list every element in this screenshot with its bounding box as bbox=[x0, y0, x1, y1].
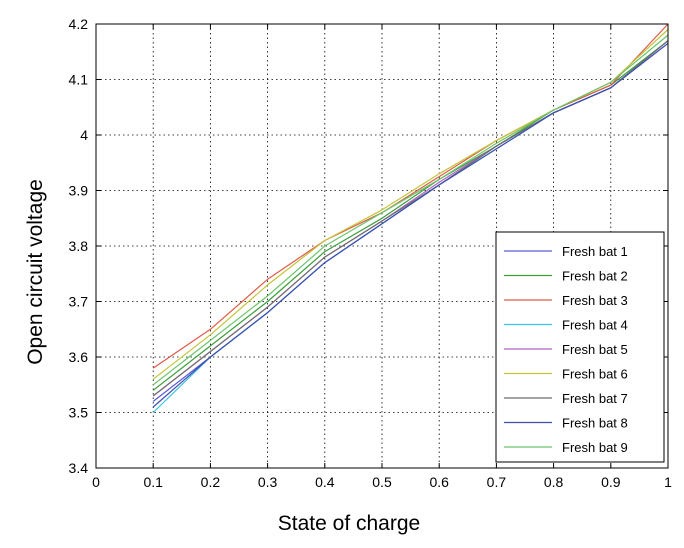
y-tick-label: 4 bbox=[80, 127, 88, 143]
legend-label: Fresh bat 8 bbox=[562, 416, 628, 431]
legend-label: Fresh bat 9 bbox=[562, 440, 628, 455]
x-tick-label: 0.7 bbox=[487, 474, 507, 490]
y-tick-label: 4.2 bbox=[69, 16, 89, 32]
y-tick-label: 3.4 bbox=[69, 460, 89, 476]
y-tick-label: 3.9 bbox=[69, 183, 89, 199]
legend-label: Fresh bat 5 bbox=[562, 342, 628, 357]
series-line-8 bbox=[152, 42, 669, 408]
x-tick-label: 0.5 bbox=[372, 474, 392, 490]
legend-label: Fresh bat 2 bbox=[562, 269, 628, 284]
legend-label: Fresh bat 7 bbox=[562, 391, 628, 406]
x-axis-title: State of charge bbox=[278, 512, 420, 535]
x-tick-label: 0.1 bbox=[143, 474, 163, 490]
series-line-3 bbox=[152, 23, 669, 369]
legend: Fresh bat 1 Fresh bat 2 Fresh bat 3 Fresh b… bbox=[495, 231, 665, 463]
x-tick-label: 0.3 bbox=[258, 474, 278, 490]
legend-label: Fresh bat 3 bbox=[562, 293, 628, 308]
y-tick-label: 3.6 bbox=[69, 349, 89, 365]
x-tick-label: 0.9 bbox=[601, 474, 621, 490]
y-tick-label: 3.8 bbox=[69, 238, 89, 254]
legend-label: Fresh bat 4 bbox=[562, 318, 628, 333]
series-line-9 bbox=[152, 34, 669, 386]
x-tick-label: 0.4 bbox=[315, 474, 335, 490]
y-tick-label: 3.5 bbox=[69, 405, 89, 421]
x-tick-label: 0.2 bbox=[201, 474, 221, 490]
series-lines bbox=[152, 23, 669, 413]
x-tick-label: 0 bbox=[92, 474, 100, 490]
x-tick-label: 0.8 bbox=[544, 474, 564, 490]
x-tick-label: 1 bbox=[664, 474, 672, 490]
y-tick-label: 3.7 bbox=[69, 294, 89, 310]
legend-label: Fresh bat 6 bbox=[562, 367, 628, 382]
x-tick-label: 0.6 bbox=[429, 474, 449, 490]
x-tick-labels: 0 0.1 0.2 0.3 0.4 0.5 0.6 0.7 0.8 0.9 1 bbox=[92, 474, 672, 490]
y-tick-labels: 3.4 3.5 3.6 3.7 3.8 3.9 4 4.1 4.2 bbox=[69, 16, 89, 476]
legend-label: Fresh bat 1 bbox=[562, 244, 628, 259]
y-tick-label: 4.1 bbox=[69, 72, 89, 88]
legend-box bbox=[495, 231, 665, 463]
y-axis-title: Open circuit voltage bbox=[24, 179, 47, 365]
